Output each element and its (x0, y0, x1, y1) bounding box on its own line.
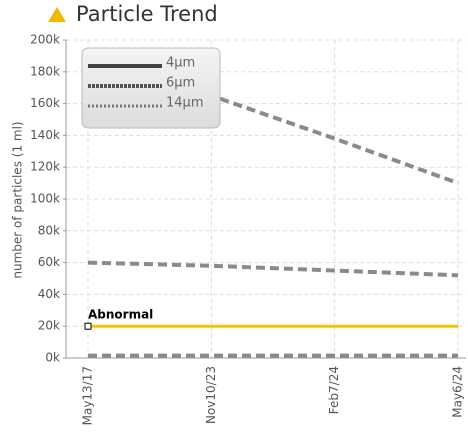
x-tick-label: Nov10/23 (204, 366, 218, 424)
y-tick-label: 20k (38, 319, 60, 333)
x-tick-label: May13/17 (81, 366, 95, 425)
y-axis-label: number of particles (1 ml) (11, 121, 25, 278)
y-tick-label: 60k (38, 255, 60, 269)
threshold-label: Abnormal (88, 308, 153, 322)
y-tick-label: 100k (30, 192, 60, 206)
y-tick-label: 80k (38, 223, 60, 237)
series-line (87, 260, 459, 278)
y-tick-label: 200k (30, 33, 60, 47)
x-tick-label: Feb7/24 (327, 366, 341, 414)
chart-title: Particle Trend (76, 2, 218, 26)
x-tick-label: May6/24 (451, 366, 465, 418)
y-tick-label: 120k (30, 160, 60, 174)
series-line (87, 50, 459, 185)
y-tick-label: 180k (30, 64, 60, 78)
title-icon (48, 7, 66, 22)
legend-label: 4μm (166, 56, 195, 71)
legend-label: 14μm (166, 96, 203, 111)
y-tick-label: 140k (30, 128, 60, 142)
y-tick-label: 40k (38, 287, 60, 301)
legend-label: 6μm (166, 76, 195, 91)
threshold-marker (84, 322, 92, 330)
y-tick-label: 160k (30, 96, 60, 110)
y-tick-label: 0k (45, 351, 60, 365)
